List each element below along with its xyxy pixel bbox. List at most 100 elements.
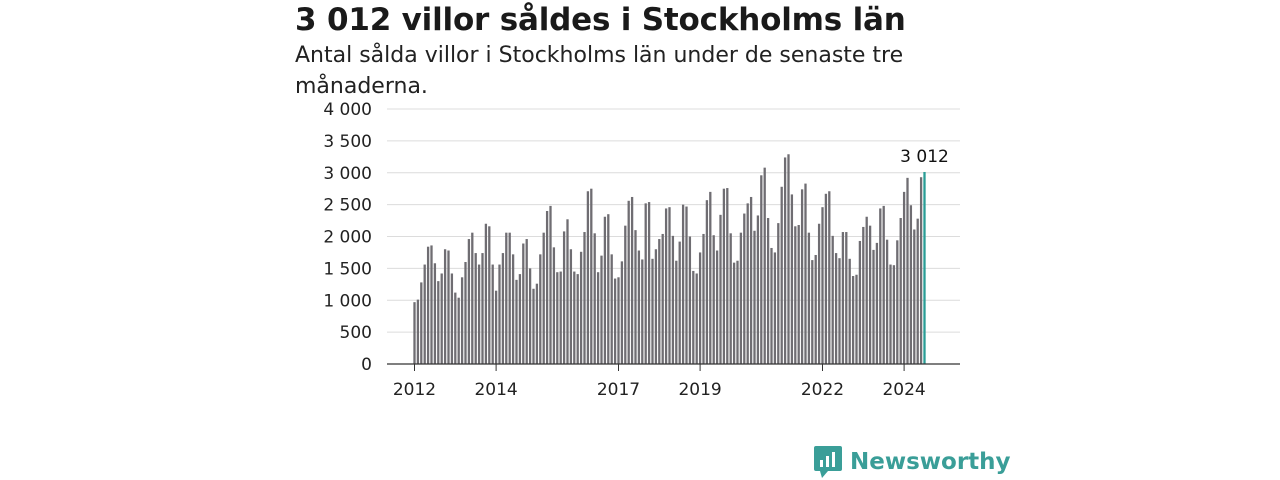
- bar: [535, 283, 539, 364]
- bar: [494, 290, 498, 364]
- y-tick-label: 0: [361, 355, 372, 375]
- bar: [627, 200, 630, 364]
- bar: [471, 232, 474, 364]
- bar: [522, 243, 525, 364]
- bar: [426, 246, 430, 364]
- y-tick-label: 2 000: [323, 228, 372, 248]
- bar: [913, 229, 916, 364]
- newsworthy-logo-icon: [814, 446, 842, 478]
- bar: [644, 203, 647, 364]
- bar: [511, 254, 515, 364]
- bar: [433, 263, 437, 364]
- bar: [443, 249, 447, 364]
- bar: [542, 232, 545, 364]
- bar: [484, 223, 488, 364]
- bar: [624, 225, 627, 364]
- x-tick-label: 2014: [474, 380, 517, 400]
- bar: [855, 274, 858, 364]
- bar: [593, 233, 596, 364]
- bar: [545, 211, 549, 364]
- bar: [916, 218, 919, 364]
- bar: [753, 230, 756, 364]
- bar: [518, 274, 522, 364]
- bar: [773, 252, 777, 364]
- bar: [559, 271, 562, 364]
- bar: [525, 239, 528, 364]
- bar: [454, 292, 457, 364]
- bar: [607, 214, 610, 364]
- bar: [440, 273, 443, 364]
- bar: [501, 253, 505, 364]
- bars: [413, 154, 926, 365]
- bar: [474, 253, 477, 364]
- bar: [562, 231, 566, 364]
- bar: [702, 233, 705, 364]
- bar: [787, 154, 790, 364]
- bar: [641, 259, 644, 364]
- bar: [685, 206, 688, 364]
- bar: [715, 250, 719, 364]
- bar: [647, 202, 651, 364]
- bar: [865, 216, 868, 364]
- bar: [569, 249, 573, 364]
- bar: [892, 265, 896, 364]
- bar: [705, 200, 709, 364]
- bar: [630, 196, 634, 364]
- bar: [851, 276, 855, 364]
- bar: [579, 251, 583, 364]
- bar: [777, 223, 780, 364]
- bar: [508, 232, 511, 364]
- bar: [505, 232, 508, 364]
- y-tick-label: 1 000: [323, 291, 372, 311]
- bar: [770, 247, 773, 364]
- bar: [817, 223, 821, 364]
- bar: [848, 258, 851, 364]
- bar: [824, 193, 828, 364]
- bar: [875, 242, 879, 365]
- bar: [651, 258, 654, 364]
- bar: [692, 270, 695, 364]
- bar: [481, 253, 484, 364]
- bar: [515, 279, 518, 364]
- bar: [868, 225, 872, 364]
- bar: [590, 188, 593, 364]
- bar: [821, 207, 824, 364]
- bar: [746, 203, 749, 364]
- bar: [828, 191, 831, 364]
- bar: [841, 232, 845, 364]
- bar: [583, 232, 586, 364]
- bar: [477, 264, 481, 364]
- bar: [906, 177, 909, 364]
- bar: [573, 271, 576, 364]
- bar: [450, 273, 454, 364]
- bar: [749, 196, 753, 364]
- bar: [756, 215, 760, 364]
- x-tick-label: 2022: [801, 380, 844, 400]
- bar: [794, 226, 797, 364]
- bar: [576, 274, 579, 364]
- bar: [766, 218, 770, 364]
- bar: [447, 250, 450, 364]
- chart-subtitle: Antal sålda villor i Stockholms län unde…: [295, 43, 904, 99]
- bar: [613, 278, 617, 364]
- bar: [549, 205, 552, 364]
- bar: [664, 208, 668, 364]
- bar: [586, 191, 590, 364]
- bar: [464, 262, 467, 364]
- bar: [681, 204, 685, 365]
- bar: [566, 219, 569, 364]
- bar: [811, 260, 814, 364]
- bar: [528, 268, 532, 365]
- bar-highlight: [923, 171, 926, 364]
- bar: [814, 254, 817, 364]
- bar: [457, 297, 460, 364]
- bar: [600, 255, 603, 365]
- bar: [834, 253, 838, 364]
- bar: [423, 264, 426, 364]
- bar: [896, 240, 899, 364]
- x-tick-label: 2019: [678, 380, 721, 400]
- bar: [552, 247, 556, 364]
- bar: [885, 239, 889, 364]
- last-value-label: 3 012: [900, 147, 949, 167]
